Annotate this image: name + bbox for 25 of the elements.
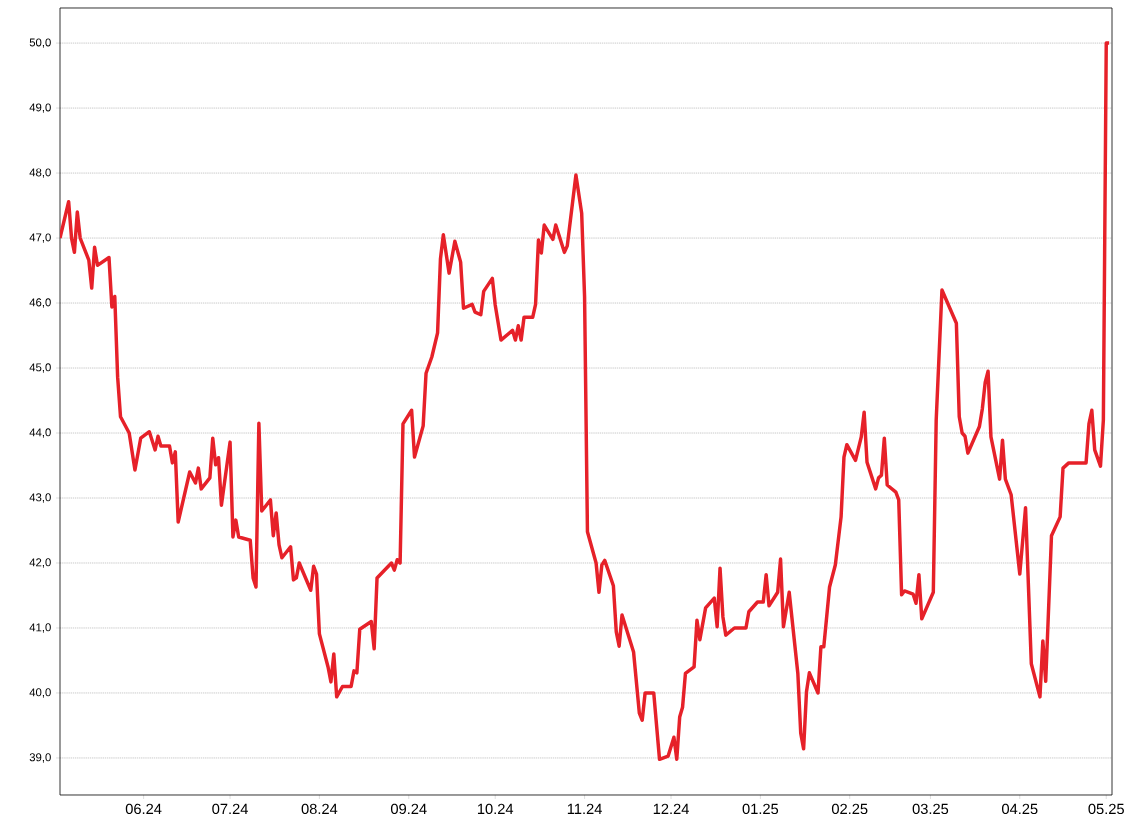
x-tick-label: 07.24 — [212, 803, 248, 815]
x-tick-label: 09.24 — [390, 803, 427, 815]
x-tick-label: 06.24 — [125, 803, 162, 815]
x-tick-label: 01.25 — [742, 803, 779, 815]
y-tick-label: 50,0 — [29, 38, 51, 48]
y-tick-label: 39,0 — [29, 753, 51, 763]
y-tick-label: 49,0 — [29, 103, 51, 113]
y-tick-label: 46,0 — [29, 298, 51, 308]
y-tick-label: 48,0 — [29, 168, 51, 178]
x-tick-label: 11.24 — [567, 803, 602, 814]
x-tick-label: 12.24 — [653, 803, 689, 814]
y-tick-label: 45,0 — [29, 363, 51, 373]
x-tick-label: 05.25 — [1088, 803, 1124, 815]
x-tick-label: 08.24 — [301, 803, 338, 815]
x-tick-label: 03.25 — [912, 803, 949, 815]
line-series — [60, 41, 1111, 761]
y-tick-label: 41,0 — [29, 623, 51, 633]
y-tick-label: 44,0 — [29, 428, 51, 438]
y-tick-label: 42,0 — [29, 558, 51, 568]
x-tick-label: 02.25 — [831, 803, 868, 815]
y-tick-label: 47,0 — [29, 233, 51, 243]
y-tick-label: 43,0 — [29, 493, 51, 503]
x-tick-label: 10.24 — [477, 803, 514, 815]
y-tick-label: 40,0 — [29, 688, 51, 698]
x-tick-label: 04.25 — [1001, 803, 1038, 815]
